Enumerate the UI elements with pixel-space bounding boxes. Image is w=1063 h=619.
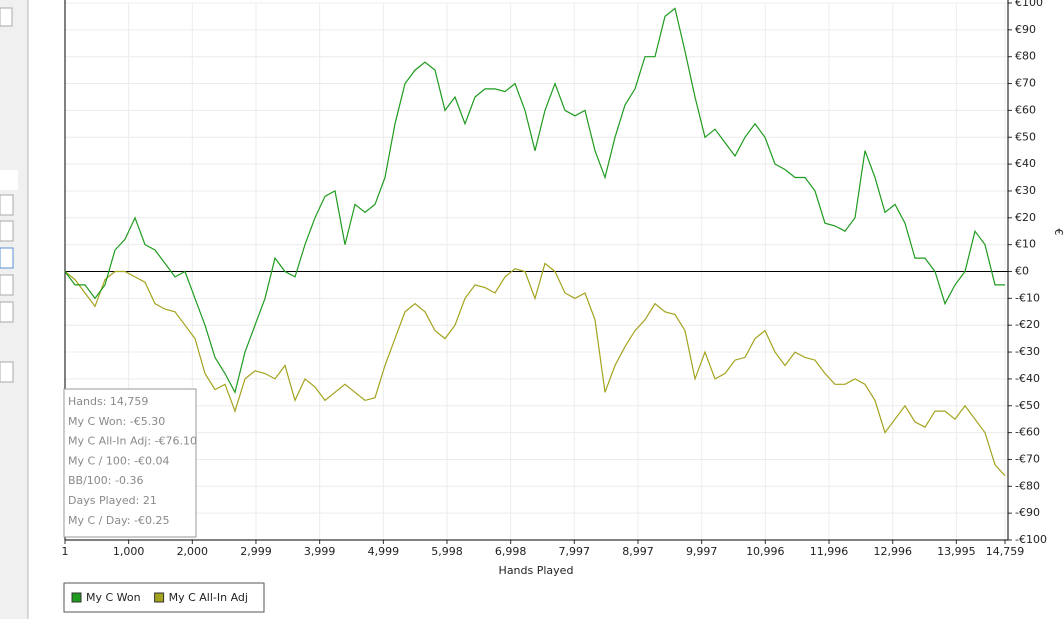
y-tick-label: -€100 — [1015, 533, 1047, 546]
y-tick-label: -€80 — [1015, 479, 1040, 492]
x-tick-label: 12,996 — [873, 545, 912, 558]
x-tick-label: 10,996 — [746, 545, 785, 558]
y-tick-label: €80 — [1015, 50, 1036, 63]
x-tick-label: 4,999 — [368, 545, 400, 558]
series-line — [64, 7, 1005, 394]
y-tick-label: €10 — [1015, 238, 1036, 251]
dropdown[interactable] — [0, 301, 14, 323]
y-tick-label: €100 — [1015, 0, 1043, 9]
stat-text: Hands: 14,759 — [68, 395, 148, 408]
x-axis-label: Hands Played — [499, 564, 574, 577]
legend-label: My C All-In Adj — [169, 591, 248, 604]
y-tick-label: -€90 — [1015, 506, 1040, 519]
panel-field — [0, 170, 18, 190]
y-tick-label: €50 — [1015, 130, 1036, 143]
stat-text: My C / Day: -€0.25 — [68, 514, 169, 527]
y-tick-label: €0 — [1015, 265, 1029, 278]
y-tick-label: €90 — [1015, 23, 1036, 36]
y-tick-label: €30 — [1015, 184, 1036, 197]
legend-swatch — [154, 592, 165, 603]
y-axis-label: € — [1052, 229, 1063, 236]
dropdown[interactable] — [0, 7, 13, 27]
x-tick-label: 8,997 — [622, 545, 654, 558]
y-tick-label: -€20 — [1015, 318, 1040, 331]
y-tick-label: €20 — [1015, 211, 1036, 224]
stat-text: My C All-In Adj: -€76.10 — [68, 435, 197, 448]
x-tick-label: 13,995 — [937, 545, 976, 558]
y-tick-label: €40 — [1015, 157, 1036, 170]
dropdown[interactable] — [0, 361, 14, 383]
x-tick-label: 1,000 — [113, 545, 145, 558]
dropdown[interactable] — [0, 194, 14, 216]
y-tick-label: -€60 — [1015, 426, 1040, 439]
y-tick-label: -€30 — [1015, 345, 1040, 358]
x-tick-label: 7,997 — [559, 545, 591, 558]
dropdown[interactable] — [0, 247, 14, 269]
stat-text: BB/100: -0.36 — [68, 474, 143, 487]
x-tick-label: 11,996 — [810, 545, 849, 558]
x-tick-label: 2,000 — [177, 545, 209, 558]
stat-text: My C / 100: -€0.04 — [68, 454, 170, 467]
series-line — [64, 262, 1006, 477]
y-tick-label: -€10 — [1015, 291, 1040, 304]
x-tick-label: 5,998 — [431, 545, 463, 558]
legend-swatch — [71, 592, 82, 603]
y-tick-label: €60 — [1015, 103, 1036, 116]
y-tick-label: -€40 — [1015, 372, 1040, 385]
stats-box — [63, 388, 197, 538]
dropdown[interactable] — [0, 274, 14, 296]
x-tick-label: 1 — [62, 545, 69, 558]
x-tick-label: 14,759 — [986, 545, 1025, 558]
x-tick-label: 6,998 — [495, 545, 527, 558]
x-tick-label: 3,999 — [304, 545, 336, 558]
y-tick-label: -€70 — [1015, 452, 1040, 465]
legend-label: My C Won — [86, 591, 141, 604]
stat-text: My C Won: -€5.30 — [68, 415, 165, 428]
y-tick-label: -€50 — [1015, 399, 1040, 412]
x-tick-label: 2,999 — [240, 545, 272, 558]
dropdown[interactable] — [0, 220, 14, 242]
y-tick-label: €70 — [1015, 77, 1036, 90]
stat-text: Days Played: 21 — [68, 494, 157, 507]
x-tick-label: 9,997 — [686, 545, 718, 558]
